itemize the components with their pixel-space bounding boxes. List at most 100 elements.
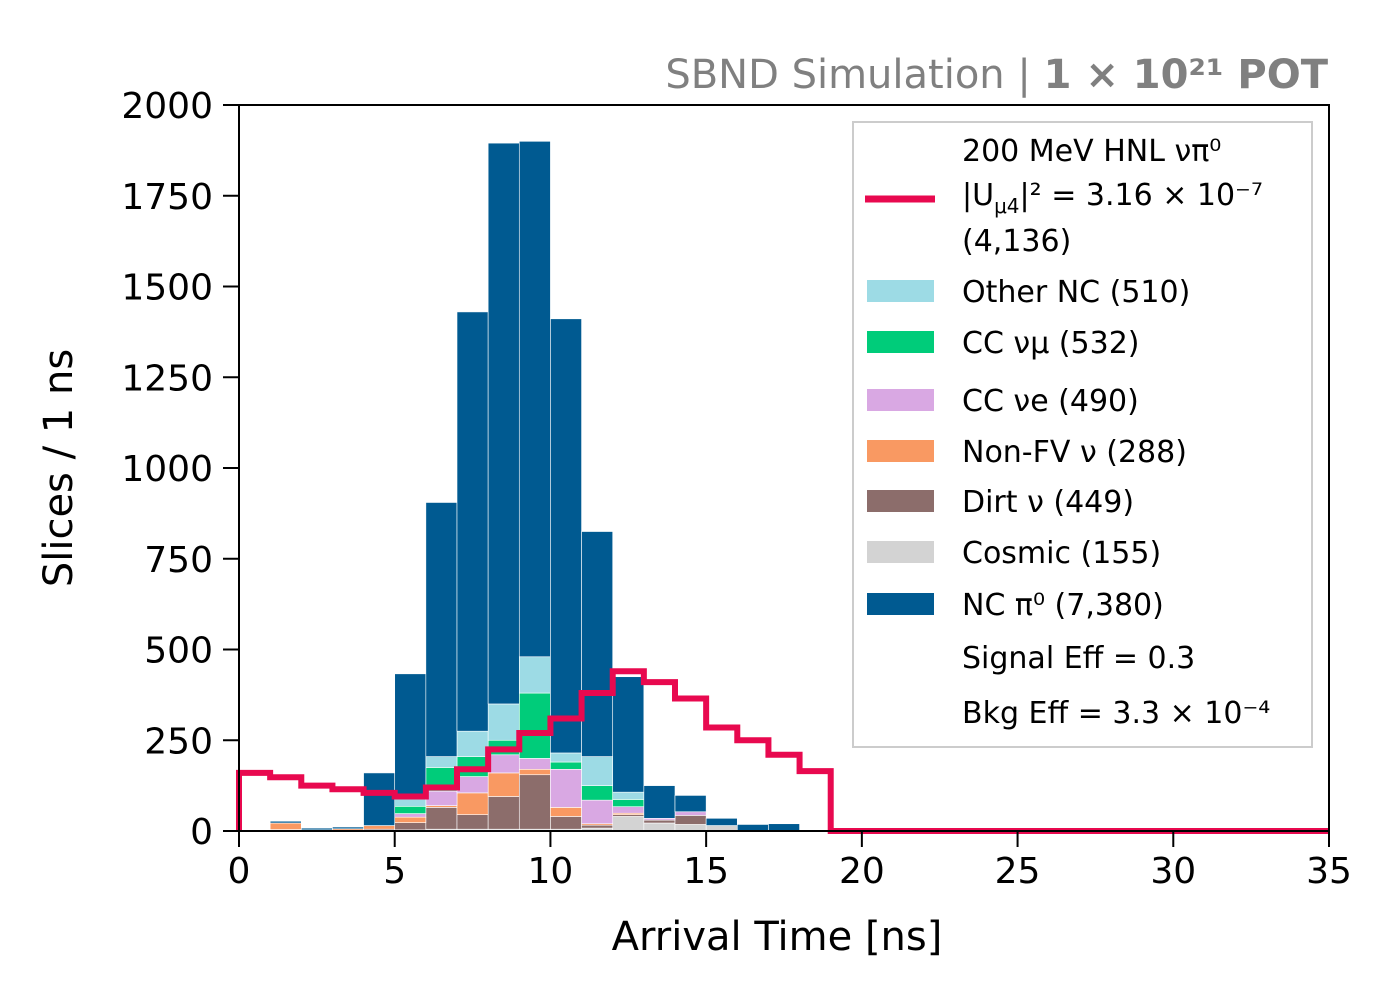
bar-series3-bin14: [674, 811, 707, 816]
legend-label-5: Other NC (510): [962, 275, 1190, 310]
bar-series5-bin11: [581, 756, 614, 786]
bar-series3-bin10: [550, 768, 582, 808]
x-tick-label-0: 0: [228, 851, 251, 892]
x-tick-label-25: 25: [995, 851, 1041, 892]
x-tick-label-10: 10: [528, 851, 574, 892]
chart-title-bold: 1 × 10²¹ POT: [1044, 52, 1329, 98]
y-tick-label-1250: 1250: [121, 358, 213, 399]
legend-signal-coupling-prefix: |U: [962, 178, 994, 213]
bar-series3-bin9: [518, 758, 551, 770]
bar-series4-bin5: [394, 806, 427, 814]
x-tick-label-20: 20: [839, 851, 885, 892]
legend-signal-line3: (4,136): [962, 224, 1071, 259]
bar-series1-bin8: [487, 796, 520, 830]
y-tick-label-250: 250: [144, 721, 213, 762]
bar-series6-bin4: [363, 772, 396, 826]
y-tick-label-1500: 1500: [121, 268, 213, 309]
legend-label-1: Dirt ν (449): [962, 485, 1134, 520]
y-tick-label-2000: 2000: [121, 86, 213, 127]
bar-series2-bin5: [394, 816, 427, 823]
bar-series6-bin11: [581, 531, 614, 757]
bar-series1-bin14: [674, 815, 707, 825]
legend-swatch-6: [867, 593, 934, 615]
y-tick-label-1000: 1000: [121, 449, 213, 490]
bar-series3-bin8: [487, 754, 520, 774]
bar-series6-bin6: [425, 502, 458, 757]
bar-series6-bin7: [456, 311, 489, 732]
y-tick-label-500: 500: [144, 631, 213, 672]
bar-series6-bin5: [394, 673, 427, 800]
legend: 200 MeV HNL νπ⁰ |Uμ4|² = 3.16 × 10⁻⁷ (4,…: [852, 121, 1313, 748]
bar-series6-bin15: [705, 817, 738, 826]
legend-signal-coupling-value: |² = 3.16 × 10⁻⁷: [1020, 178, 1263, 213]
bar-series6-bin9: [518, 141, 551, 658]
bar-series1-bin9: [518, 774, 551, 830]
legend-label-6: NC π⁰ (7,380): [962, 588, 1164, 623]
legend-entries: Other NC (510) CC νμ (532) CC νe (490) Non-…: [867, 275, 1190, 623]
bar-series4-bin12: [612, 799, 645, 807]
bar-series6-bin1: [269, 820, 302, 824]
bar-series4-bin10: [550, 761, 582, 770]
legend-signal-coupling-subscript: μ4: [994, 194, 1019, 218]
x-tick-label-15: 15: [683, 851, 729, 892]
bar-series5-bin5: [394, 798, 427, 807]
legend-label-2: Non-FV ν (288): [962, 435, 1187, 470]
x-tick-label-35: 35: [1306, 851, 1352, 892]
bar-series5-bin10: [550, 752, 582, 763]
bar-series5-bin12: [612, 791, 645, 800]
legend-label-0: Cosmic (155): [962, 536, 1161, 571]
bar-series1-bin5: [394, 822, 427, 831]
bar-series3-bin12: [612, 806, 645, 814]
x-tick-label-30: 30: [1150, 851, 1196, 892]
legend-note-signal-eff: Signal Eff = 0.3: [962, 641, 1195, 676]
legend-swatch-4: [867, 331, 934, 353]
bar-series2-bin10: [550, 807, 582, 817]
y-axis-ticks: 0 250 500 750 1000 1250 1500 1750 2000: [121, 86, 239, 853]
legend-box: [852, 121, 1313, 748]
bar-series0-bin13: [643, 822, 676, 832]
legend-label-4: CC νμ (532): [962, 326, 1139, 361]
bar-series6-bin3: [332, 826, 364, 830]
bar-series6-bin2: [300, 827, 333, 831]
legend-swatch-5: [867, 280, 934, 302]
bar-series6-bin13: [643, 785, 676, 819]
bar-series2-bin8: [487, 772, 520, 797]
legend-swatch-0: [867, 541, 934, 563]
bar-series3-bin7: [456, 776, 489, 794]
bar-series4-bin11: [581, 785, 614, 801]
bar-series4-bin9: [518, 692, 551, 759]
chart-title-plain: SBND Simulation |: [665, 52, 1043, 98]
legend-signal-line2: |Uμ4|² = 3.16 × 10⁻⁷: [962, 178, 1263, 218]
bar-series3-bin5: [394, 813, 427, 818]
y-tick-label-0: 0: [190, 812, 213, 853]
bar-series1-bin7: [456, 814, 489, 830]
bar-series2-bin9: [518, 768, 551, 776]
stacked-bars: [269, 141, 800, 832]
bar-series5-bin6: [425, 756, 458, 768]
x-axis-label: Arrival Time [ns]: [612, 914, 943, 960]
bar-series6-bin10: [550, 318, 582, 754]
bar-series5-bin7: [456, 730, 489, 757]
bar-series1-bin11: [581, 824, 614, 829]
legend-swatch-1: [867, 490, 934, 512]
y-tick-label-1750: 1750: [121, 177, 213, 218]
y-tick-label-750: 750: [144, 540, 213, 581]
x-tick-label-5: 5: [383, 851, 406, 892]
bar-series0-bin12: [612, 816, 645, 832]
bar-series6-bin12: [612, 676, 645, 793]
bar-series2-bin1: [269, 822, 302, 830]
bar-series2-bin7: [456, 792, 489, 815]
legend-swatch-2: [867, 440, 934, 462]
legend-signal-line1: 200 MeV HNL νπ⁰: [962, 134, 1221, 169]
legend-label-3: CC νe (490): [962, 384, 1139, 419]
bar-series6-bin14: [674, 795, 707, 813]
bar-series3-bin6: [425, 790, 458, 806]
bar-series1-bin6: [425, 807, 458, 830]
bar-series6-bin8: [487, 142, 520, 705]
bar-series5-bin9: [518, 656, 551, 694]
legend-swatch-3: [867, 389, 934, 411]
x-axis-ticks: 0 5 10 15 20 25 30 35: [228, 831, 1352, 892]
y-axis-label: Slices / 1 ns: [36, 349, 82, 587]
bar-series5-bin8: [487, 703, 520, 741]
